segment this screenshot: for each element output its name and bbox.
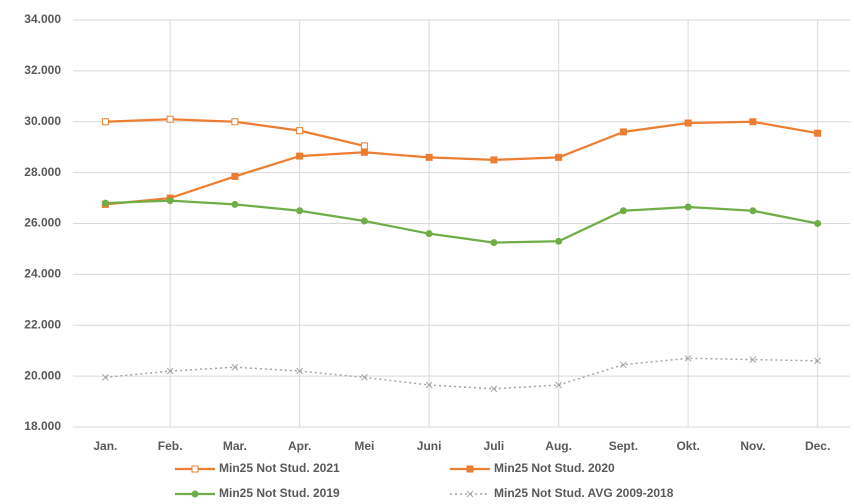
y-tick-label: 20.000 [24,368,61,382]
marker [166,115,174,123]
marker [684,119,692,127]
x-tick-label: Dec. [805,439,830,453]
x-tick-label: Feb. [158,439,183,453]
y-tick-label: 34.000 [24,12,61,26]
legend-label: Min25 Not Stud. 2021 [219,461,340,475]
marker [101,118,109,126]
marker [360,142,368,150]
marker [425,153,433,161]
marker [490,239,498,247]
marker [684,354,692,362]
legend-label: Min25 Not Stud. 2019 [219,486,340,500]
marker [296,127,304,135]
marker [466,465,474,473]
marker [425,230,433,238]
marker [191,490,199,498]
series-line [105,120,818,206]
marker [231,363,239,371]
series-line [105,357,818,390]
marker [231,118,239,126]
marker [191,465,199,473]
marker [166,367,174,375]
y-tick-label: 30.000 [24,114,61,128]
marker [619,207,627,215]
x-tick-label: Apr. [288,439,311,453]
marker [620,361,627,369]
legend-label: Min25 Not Stud. AVG 2009-2018 [494,486,674,500]
marker [555,237,563,245]
y-tick-label: 32.000 [24,63,61,77]
marker [490,156,498,164]
marker [490,385,498,393]
marker [425,381,433,389]
marker [296,152,304,160]
marker [684,203,692,211]
x-tick-label: Mar. [223,439,247,453]
x-tick-label: Jan. [93,439,117,453]
marker [814,357,821,365]
marker [166,197,174,205]
x-tick-label: Okt. [676,439,699,453]
marker [466,490,474,498]
legend-label: Min25 Not Stud. 2020 [494,461,615,475]
x-tick-label: Mei [354,439,374,453]
marker [231,200,239,208]
y-tick-label: 24.000 [24,267,61,281]
marker [555,381,562,389]
x-tick-label: Juli [484,439,505,453]
marker [360,217,368,225]
y-tick-label: 18.000 [24,419,61,433]
x-tick-label: Nov. [740,439,765,453]
series-line [105,199,818,244]
marker [231,172,239,180]
marker [814,220,822,227]
x-tick-label: Juni [417,439,442,453]
marker [749,356,757,363]
marker [101,199,109,207]
x-tick-label: Aug. [545,439,572,453]
marker [749,118,757,126]
y-tick-label: 26.000 [24,216,61,230]
marker [555,153,563,161]
marker [749,207,757,215]
marker [296,367,303,375]
marker [102,374,109,381]
marker [814,129,822,137]
y-tick-label: 22.000 [24,317,61,331]
marker [296,207,304,215]
x-tick-label: Sept. [609,439,638,453]
marker [619,128,627,136]
marker [361,374,368,381]
y-tick-label: 28.000 [24,165,61,179]
marker [360,148,368,156]
